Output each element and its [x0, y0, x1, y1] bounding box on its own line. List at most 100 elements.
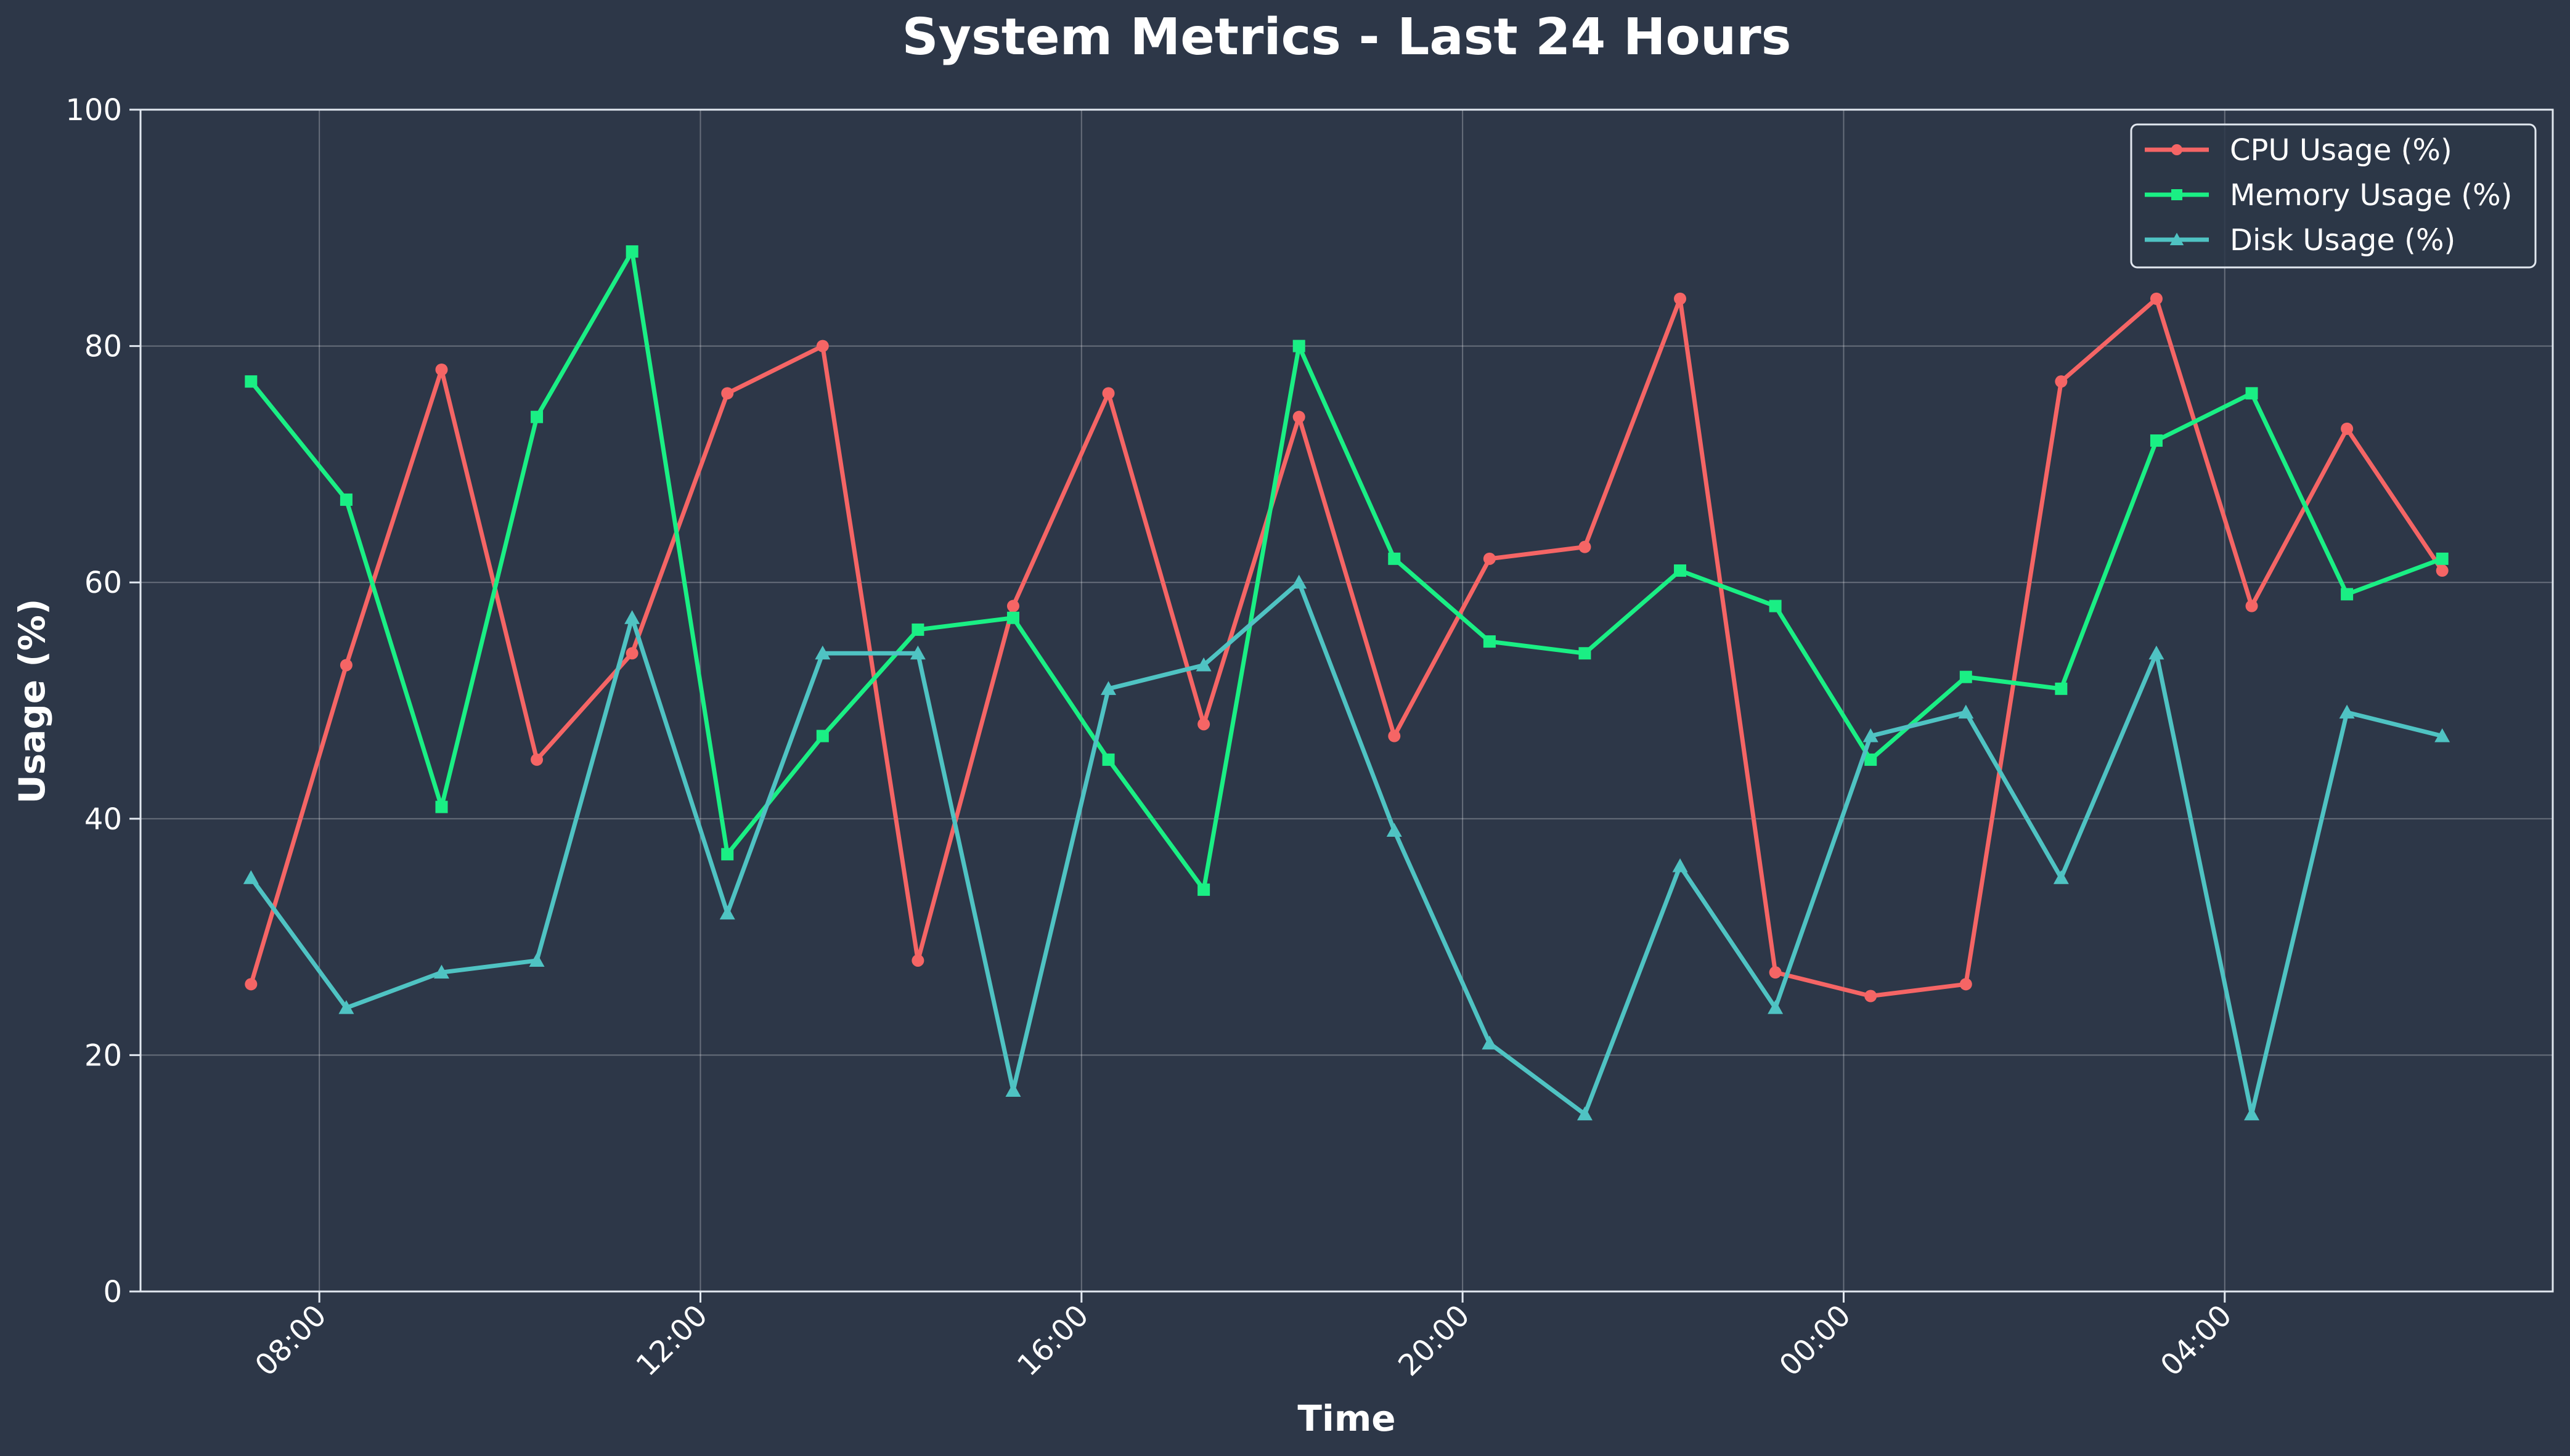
- data-point: [624, 610, 640, 624]
- legend-item: Disk Usage (%): [2145, 223, 2455, 258]
- data-point: [2245, 600, 2258, 612]
- data-point: [1768, 1000, 1784, 1014]
- data-point: [912, 954, 924, 967]
- data-point: [245, 978, 258, 991]
- data-point: [2341, 422, 2354, 435]
- data-point: [1292, 410, 1305, 423]
- data-point: [245, 375, 258, 388]
- data-point: [340, 493, 353, 506]
- data-point: [1006, 611, 1019, 624]
- data-point: [2148, 645, 2164, 660]
- data-point: [1674, 292, 1687, 305]
- series-2: [245, 245, 2449, 896]
- data-point: [816, 730, 829, 742]
- data-point: [1672, 858, 1688, 872]
- data-point: [2434, 728, 2450, 742]
- data-point: [1292, 340, 1305, 352]
- series-line: [248, 249, 2445, 892]
- chart-title: System Metrics - Last 24 Hours: [902, 8, 1791, 67]
- y-tick-label: 20: [84, 1038, 122, 1073]
- data-point: [2436, 564, 2449, 577]
- data-point: [1101, 681, 1117, 695]
- data-point: [1958, 704, 1974, 719]
- data-point: [2169, 232, 2184, 245]
- data-point: [1386, 823, 1402, 837]
- data-point: [531, 753, 544, 766]
- y-axis-ticks: 0 20 40 60 80 100: [65, 93, 141, 1309]
- y-axis-label: Usage (%): [11, 599, 53, 804]
- legend-label: Memory Usage (%): [2230, 178, 2512, 213]
- y-tick-label: 60: [84, 566, 122, 600]
- data-point: [1864, 753, 1877, 766]
- data-point: [1769, 966, 1782, 979]
- data-point: [1197, 883, 1210, 896]
- legend-frame: [2130, 123, 2537, 269]
- legend-label: Disk Usage (%): [2230, 223, 2455, 258]
- data-point: [719, 905, 735, 920]
- data-point: [2150, 434, 2163, 447]
- legend-label: CPU Usage (%): [2230, 133, 2452, 168]
- data-point: [1577, 1106, 1593, 1121]
- data-point: [529, 953, 545, 967]
- data-point: [2150, 292, 2163, 305]
- series-group: [243, 245, 2450, 1121]
- data-point: [1388, 552, 1401, 565]
- data-point: [243, 870, 259, 884]
- data-point: [1769, 600, 1782, 612]
- y-tick-label: 0: [103, 1275, 122, 1309]
- data-point: [2055, 682, 2068, 695]
- data-point: [338, 1000, 354, 1014]
- data-point: [2341, 588, 2354, 601]
- data-point: [815, 645, 831, 660]
- data-point: [1862, 728, 1879, 742]
- data-point: [2339, 704, 2355, 719]
- data-point: [912, 623, 924, 636]
- series-line: [248, 580, 2445, 1116]
- series-3: [243, 574, 2450, 1121]
- y-tick-label: 40: [84, 802, 122, 837]
- legend: CPU Usage (%) Memory Usage (%) Disk Usage …: [2130, 123, 2537, 269]
- data-point: [1578, 647, 1591, 660]
- data-point: [433, 964, 449, 979]
- data-point: [1959, 978, 1972, 991]
- legend-item: CPU Usage (%): [2145, 133, 2452, 168]
- data-point: [910, 645, 926, 660]
- data-point: [721, 387, 734, 400]
- data-point: [1482, 1035, 1498, 1050]
- data-point: [2436, 552, 2449, 565]
- data-point: [626, 245, 638, 258]
- data-point: [1102, 753, 1115, 766]
- data-point: [1674, 564, 1687, 577]
- y-tick-label: 100: [65, 93, 122, 128]
- data-point: [1483, 552, 1496, 565]
- data-point: [626, 647, 638, 660]
- data-point: [1197, 718, 1210, 731]
- data-point: [1483, 635, 1496, 648]
- data-point: [2171, 144, 2182, 155]
- data-point: [435, 800, 448, 813]
- data-point: [2171, 189, 2182, 200]
- data-point: [2053, 870, 2069, 884]
- legend-item: Memory Usage (%): [2145, 178, 2512, 213]
- plot-frame: [139, 108, 2554, 1293]
- x-axis-label: Time: [1297, 1397, 1395, 1439]
- data-point: [1102, 387, 1115, 400]
- data-point: [1578, 540, 1591, 553]
- data-point: [2055, 375, 2068, 388]
- data-point: [1864, 990, 1877, 1003]
- data-point: [1006, 600, 1019, 612]
- data-point: [816, 340, 829, 352]
- data-point: [435, 363, 448, 376]
- data-point: [1291, 574, 1307, 589]
- data-point: [1196, 657, 1212, 672]
- data-point: [340, 659, 353, 672]
- data-point: [1005, 1083, 1021, 1097]
- data-point: [1959, 670, 1972, 683]
- data-point: [531, 410, 544, 423]
- data-point: [721, 848, 734, 861]
- data-point: [2245, 387, 2258, 400]
- data-point: [1388, 730, 1401, 742]
- data-point: [2244, 1106, 2260, 1121]
- y-tick-label: 80: [84, 330, 122, 364]
